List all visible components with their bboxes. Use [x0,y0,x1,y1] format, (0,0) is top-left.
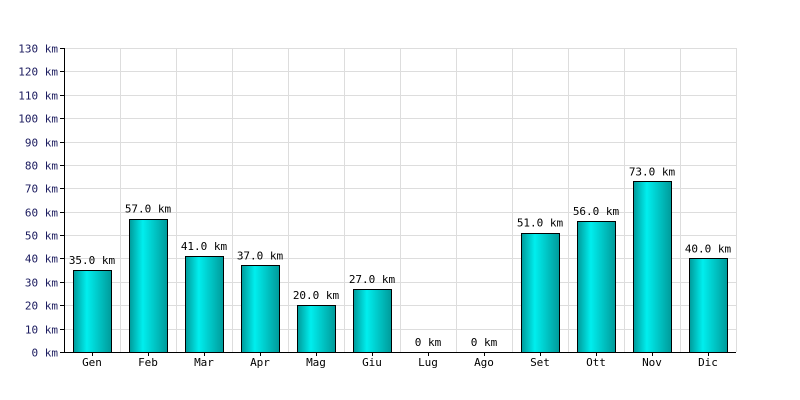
x-category-label-gen: Gen [82,356,102,369]
data-label-gen: 35.0 km [69,254,116,267]
data-label-mar: 41.0 km [181,240,228,253]
bar-giu [353,289,392,353]
y-tick-label: 40 km [25,253,58,266]
x-category-label-mar: Mar [194,356,214,369]
data-label-lug: 0 km [415,336,442,349]
x-category-label-ott: Ott [586,356,606,369]
x-axis-category-labels: Gen Feb Mar Apr Mag Giu Lug Ago Set Ott Nov Dic [82,356,718,369]
y-tick-label: 100 km [18,113,58,126]
x-category-label-mag: Mag [306,356,326,369]
x-category-label-giu: Giu [362,356,382,369]
y-tick-label: 10 km [25,324,58,337]
x-category-label-lug: Lug [418,356,438,369]
y-tick-label: 50 km [25,230,58,243]
y-tick-label: 60 km [25,207,58,220]
bar-apr [241,265,280,353]
bar-nov [633,181,672,353]
y-tick-label: 80 km [25,160,58,173]
y-tick-label: 0 km [32,347,59,360]
y-tick-label: 20 km [25,300,58,313]
data-label-ago: 0 km [471,336,498,349]
axes [60,48,736,356]
bar-dic [689,258,728,353]
x-category-label-apr: Apr [250,356,270,369]
grid [64,48,737,353]
x-category-label-dic: Dic [698,356,718,369]
bar-set [521,233,560,353]
bar-feb [129,219,168,353]
x-category-label-feb: Feb [138,356,158,369]
x-category-label-nov: Nov [642,356,662,369]
y-tick-label: 30 km [25,277,58,290]
y-axis-tick-labels: 0 km 10 km 20 km 30 km 40 km 50 km 60 km 70 km 8… [18,43,58,360]
data-labels: 35.0 km 57.0 km 41.0 km 37.0 km 20.0 km 27.0 … [69,165,732,349]
data-label-feb: 57.0 km [125,203,172,216]
y-tick-label: 90 km [25,137,58,150]
bar-gen [73,270,112,353]
data-label-dic: 40.0 km [685,242,732,255]
data-label-apr: 37.0 km [237,249,284,262]
bar-mag [297,305,336,353]
data-label-mag: 20.0 km [293,289,340,302]
data-label-ott: 56.0 km [573,205,620,218]
y-tick-label: 110 km [18,90,58,103]
x-category-label-ago: Ago [474,356,494,369]
x-category-label-set: Set [530,356,550,369]
data-label-nov: 73.0 km [629,165,676,178]
bar-mar [185,256,224,353]
y-tick-label: 120 km [18,66,58,79]
data-label-giu: 27.0 km [349,273,396,286]
data-label-set: 51.0 km [517,217,564,230]
bar-ott [577,221,616,353]
bars [73,181,728,353]
y-tick-label: 70 km [25,183,58,196]
y-tick-label: 130 km [18,43,58,56]
